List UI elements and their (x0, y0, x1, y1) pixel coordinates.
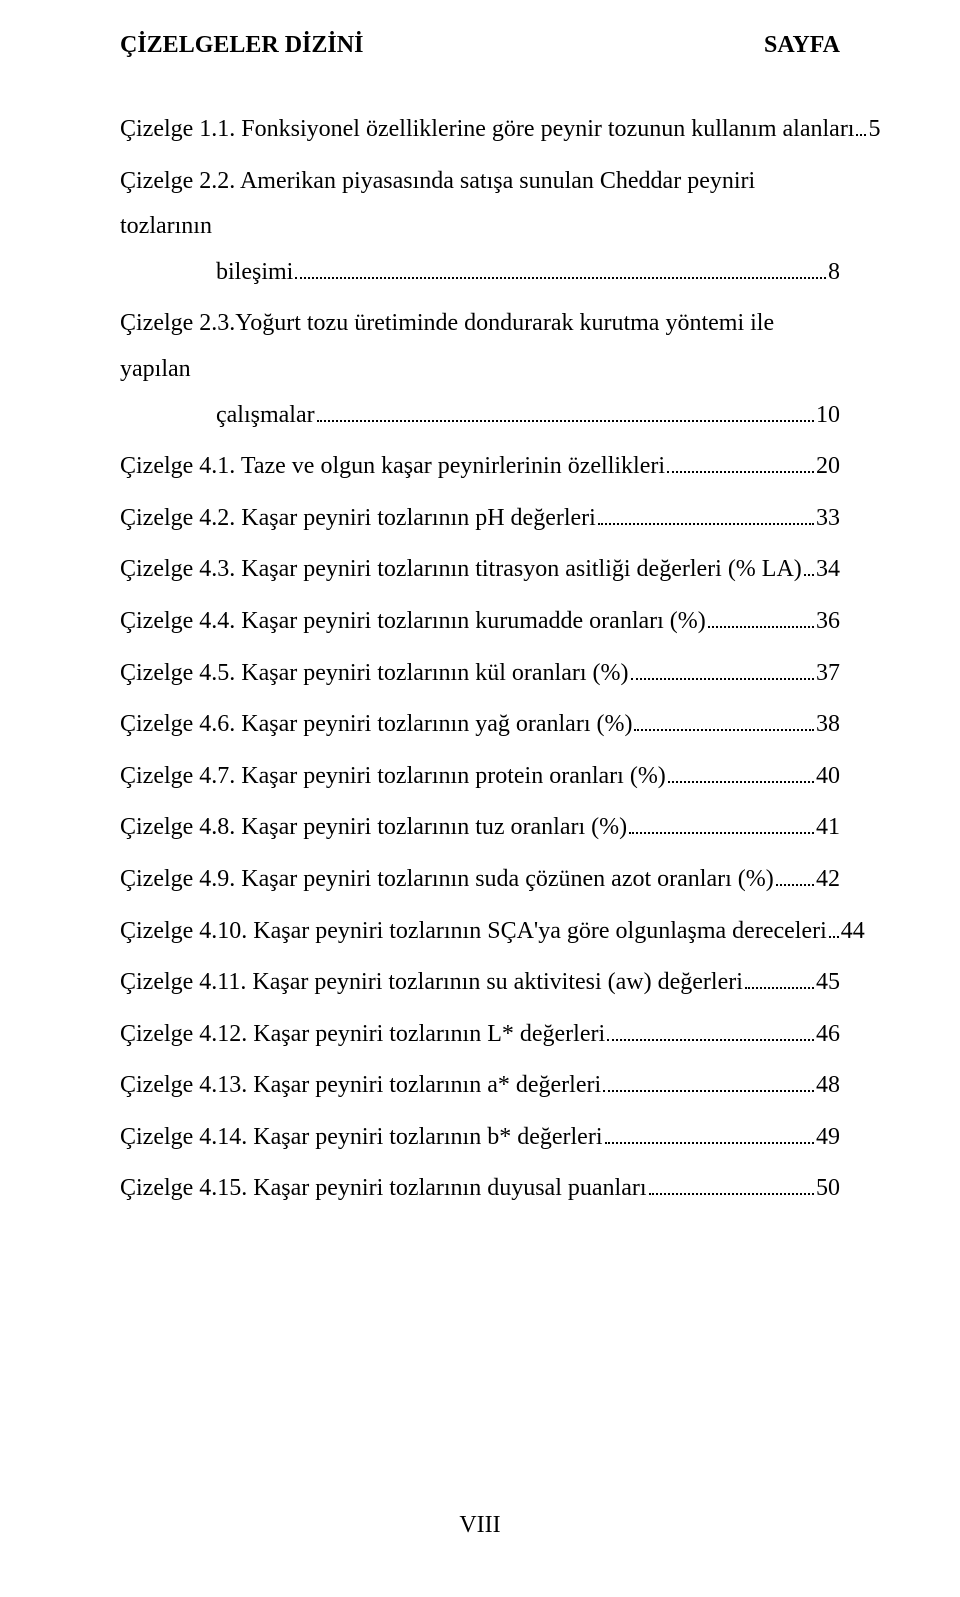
toc-entry-text: Çizelge 4.11. Kaşar peyniri tozlarının s… (120, 960, 743, 1006)
toc-entry-text: Çizelge 4.4. Kaşar peyniri tozlarının ku… (120, 599, 706, 645)
toc-entry: Çizelge 4.9. Kaşar peyniri tozlarının su… (120, 857, 840, 903)
toc-leader (634, 729, 814, 731)
toc-entry-cont: çalışmalar (120, 393, 315, 439)
toc-entry-page: 37 (816, 651, 840, 697)
toc-entry-page: 8 (828, 250, 840, 296)
toc-entry: Çizelge 4.10. Kaşar peyniri tozlarının S… (120, 909, 840, 955)
toc-entry: Çizelge 4.7. Kaşar peyniri tozlarının pr… (120, 754, 840, 800)
toc-entry-page: 42 (816, 857, 840, 903)
toc-leader (629, 832, 814, 834)
toc-entry-page: 45 (816, 960, 840, 1006)
toc-leader (649, 1193, 814, 1195)
toc-leader (856, 134, 866, 136)
page-footer: VIII (120, 1512, 840, 1539)
toc-leader (829, 936, 839, 938)
toc-leader (708, 626, 814, 628)
toc-entry: Çizelge 2.3.Yoğurt tozu üretiminde dondu… (120, 301, 840, 438)
toc-entry: Çizelge 4.12. Kaşar peyniri tozlarının L… (120, 1012, 840, 1058)
toc-leader (603, 1090, 814, 1092)
toc-entry-page: 46 (816, 1012, 840, 1058)
toc-entry-text: Çizelge 4.8. Kaşar peyniri tozlarının tu… (120, 805, 627, 851)
toc-entry: Çizelge 4.11. Kaşar peyniri tozlarının s… (120, 960, 840, 1006)
toc-entry: Çizelge 4.4. Kaşar peyniri tozlarının ku… (120, 599, 840, 645)
toc-leader (776, 884, 814, 886)
toc-entry-text: Çizelge 4.6. Kaşar peyniri tozlarının ya… (120, 702, 632, 748)
toc-entry: Çizelge 4.8. Kaşar peyniri tozlarının tu… (120, 805, 840, 851)
toc-entry-page: 33 (816, 496, 840, 542)
toc-entry-page: 44 (841, 909, 865, 955)
toc-entry: Çizelge 4.2. Kaşar peyniri tozlarının pH… (120, 496, 840, 542)
toc-entry: Çizelge 4.13. Kaşar peyniri tozlarının a… (120, 1063, 840, 1109)
toc-entry-page: 40 (816, 754, 840, 800)
heading-right: SAYFA (764, 32, 840, 59)
toc-entry-cont: bileşimi (120, 250, 293, 296)
toc-entry-text: Çizelge 2.2. Amerikan piyasasında satışa… (120, 159, 840, 250)
toc-entry-page: 10 (816, 393, 840, 439)
toc-entry-page: 38 (816, 702, 840, 748)
toc-entry: Çizelge 4.6. Kaşar peyniri tozlarının ya… (120, 702, 840, 748)
toc-entry-page: 34 (816, 547, 840, 593)
heading-left: ÇİZELGELER DİZİNİ (120, 32, 363, 59)
toc-entry: Çizelge 4.15. Kaşar peyniri tozlarının d… (120, 1166, 840, 1212)
toc-entry-text: Çizelge 4.2. Kaşar peyniri tozlarının pH… (120, 496, 596, 542)
toc-leader (631, 678, 815, 680)
toc-entry: Çizelge 2.2. Amerikan piyasasında satışa… (120, 159, 840, 296)
toc-entry: Çizelge 4.3. Kaşar peyniri tozlarının ti… (120, 547, 840, 593)
toc-entry-page: 48 (816, 1063, 840, 1109)
toc-entry-text: Çizelge 4.12. Kaşar peyniri tozlarının L… (120, 1012, 605, 1058)
heading-row: ÇİZELGELER DİZİNİ SAYFA (120, 32, 840, 59)
toc-leader (295, 277, 826, 279)
toc-leader (607, 1039, 814, 1041)
toc-entries: Çizelge 1.1. Fonksiyonel özelliklerine g… (120, 107, 840, 1212)
toc-leader (598, 523, 814, 525)
toc-entry-text: Çizelge 4.14. Kaşar peyniri tozlarının b… (120, 1115, 603, 1161)
toc-entry-text: Çizelge 4.5. Kaşar peyniri tozlarının kü… (120, 651, 629, 697)
toc-leader (745, 987, 814, 989)
toc-entry-text: Çizelge 4.3. Kaşar peyniri tozlarının ti… (120, 547, 802, 593)
toc-entry-text: Çizelge 1.1. Fonksiyonel özelliklerine g… (120, 107, 854, 153)
toc-entry-page: 41 (816, 805, 840, 851)
toc-entry: Çizelge 4.5. Kaşar peyniri tozlarının kü… (120, 651, 840, 697)
toc-entry: Çizelge 4.14. Kaşar peyniri tozlarının b… (120, 1115, 840, 1161)
toc-entry-text: Çizelge 2.3.Yoğurt tozu üretiminde dondu… (120, 301, 840, 392)
toc-leader (317, 420, 814, 422)
toc-entry-page: 36 (816, 599, 840, 645)
toc-entry-text: Çizelge 4.9. Kaşar peyniri tozlarının su… (120, 857, 774, 903)
toc-entry-text: Çizelge 4.7. Kaşar peyniri tozlarının pr… (120, 754, 666, 800)
toc-entry-page: 50 (816, 1166, 840, 1212)
toc-entry-page: 20 (816, 444, 840, 490)
toc-entry-text: Çizelge 4.1. Taze ve olgun kaşar peynirl… (120, 444, 665, 490)
toc-entry: Çizelge 1.1. Fonksiyonel özelliklerine g… (120, 107, 840, 153)
toc-entry-text: Çizelge 4.13. Kaşar peyniri tozlarının a… (120, 1063, 601, 1109)
toc-leader (667, 471, 814, 473)
toc-leader (668, 781, 814, 783)
toc-leader (804, 574, 814, 576)
document-page: ÇİZELGELER DİZİNİ SAYFA Çizelge 1.1. Fon… (0, 0, 960, 1597)
toc-entry-page: 49 (816, 1115, 840, 1161)
toc-entry: Çizelge 4.1. Taze ve olgun kaşar peynirl… (120, 444, 840, 490)
toc-entry-text: Çizelge 4.15. Kaşar peyniri tozlarının d… (120, 1166, 647, 1212)
toc-leader (605, 1142, 815, 1144)
toc-entry-page: 5 (868, 107, 880, 153)
toc-entry-text: Çizelge 4.10. Kaşar peyniri tozlarının S… (120, 909, 827, 955)
